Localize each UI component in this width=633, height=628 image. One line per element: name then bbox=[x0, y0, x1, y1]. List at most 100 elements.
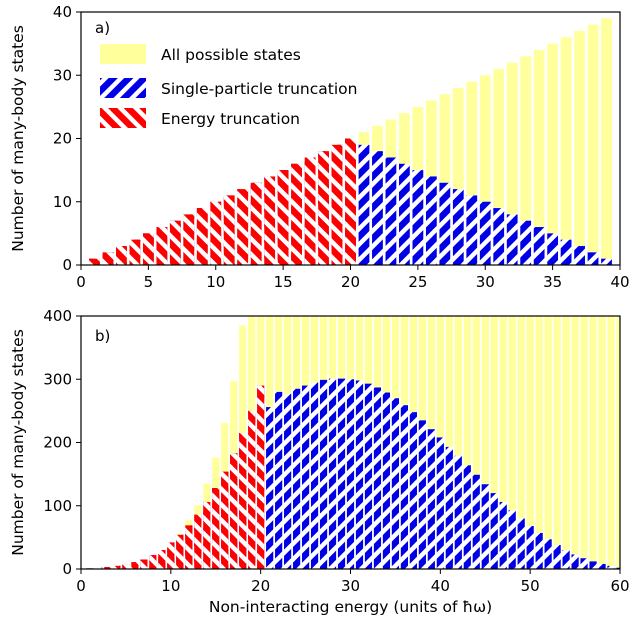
bar-single-particle-b bbox=[266, 407, 274, 569]
bar-single-particle-b bbox=[454, 455, 462, 569]
bar-single-particle-a bbox=[372, 151, 383, 265]
bar-energy-b bbox=[176, 534, 184, 569]
y-tick-label-a: 40 bbox=[53, 3, 72, 21]
bar-single-particle-b bbox=[355, 380, 364, 569]
bar-single-particle-a bbox=[587, 252, 599, 265]
y-tick-label-b: 300 bbox=[43, 370, 72, 388]
bar-all-states-b bbox=[544, 316, 552, 569]
bar-single-particle-a bbox=[452, 189, 464, 265]
bar-single-particle-b bbox=[418, 420, 426, 569]
bar-single-particle-b bbox=[499, 501, 507, 569]
bar-single-particle-b bbox=[571, 554, 579, 569]
x-axis-label: Non-interacting energy (units of ħω) bbox=[209, 598, 492, 616]
bar-energy-b bbox=[230, 453, 238, 569]
bar-all-states-b bbox=[562, 316, 570, 569]
x-tick-label-a: 35 bbox=[543, 273, 562, 291]
bar-single-particle-b bbox=[310, 382, 319, 569]
bar-energy-b bbox=[140, 559, 148, 569]
bar-energy-a bbox=[304, 157, 316, 265]
bar-all-states-b bbox=[472, 316, 480, 569]
bar-single-particle-b bbox=[364, 383, 373, 569]
bar-all-states-b bbox=[508, 316, 516, 569]
bar-all-states-b bbox=[490, 316, 498, 569]
y-tick-label-b: 0 bbox=[62, 560, 72, 578]
panel-a: 0 5 10 15 20 25 30 35 40 0 10 20 30 40 a) Number of m… bbox=[9, 3, 630, 291]
bar-single-particle-b bbox=[319, 379, 328, 569]
x-tick-label-a: 5 bbox=[144, 273, 154, 291]
bar-single-particle-b bbox=[301, 385, 310, 569]
bar-all-states-b bbox=[598, 316, 606, 569]
x-tick-label-b: 30 bbox=[341, 577, 360, 595]
bar-energy-a bbox=[196, 208, 208, 265]
bar-energy-a bbox=[277, 170, 289, 265]
x-tick-label-a: 15 bbox=[274, 273, 293, 291]
legend: All possible states Single-particle trun… bbox=[100, 44, 357, 128]
bars-b bbox=[86, 316, 620, 569]
x-tick-label-b: 10 bbox=[161, 577, 180, 595]
bar-energy-b bbox=[149, 555, 157, 569]
bar-single-particle-a bbox=[506, 214, 518, 265]
panel-label-b: b) bbox=[95, 327, 110, 345]
bar-single-particle-b bbox=[472, 474, 480, 569]
bar-energy-b bbox=[113, 565, 121, 569]
bar-single-particle-b bbox=[275, 391, 283, 569]
bar-all-states-b bbox=[526, 316, 534, 569]
bar-single-particle-b bbox=[580, 558, 588, 569]
bar-single-particle-b bbox=[589, 561, 597, 569]
x-tick-label-a: 20 bbox=[341, 273, 360, 291]
bar-energy-b bbox=[122, 564, 130, 569]
bar-single-particle-b bbox=[427, 429, 435, 569]
bar-energy-a bbox=[264, 176, 276, 265]
x-tick-label-b: 50 bbox=[521, 577, 540, 595]
ticks-b: 0 10 20 30 40 50 60 0 100 200 300 400 bbox=[43, 307, 629, 595]
bar-single-particle-b bbox=[598, 563, 606, 569]
bar-energy-b bbox=[239, 433, 247, 569]
bar-single-particle-b bbox=[535, 532, 543, 569]
bar-single-particle-a bbox=[547, 233, 559, 265]
y-tick-label-b: 100 bbox=[43, 497, 72, 515]
bar-all-states-a bbox=[493, 68, 505, 265]
bar-single-particle-a bbox=[358, 144, 370, 265]
bar-energy-b bbox=[212, 488, 220, 569]
bar-all-states-a bbox=[601, 18, 612, 265]
bar-single-particle-a bbox=[425, 176, 437, 265]
bar-all-states-a bbox=[479, 75, 491, 265]
bar-single-particle-b bbox=[328, 378, 337, 569]
bar-energy-a bbox=[291, 163, 302, 265]
legend-swatch-all-states bbox=[100, 44, 146, 64]
bar-all-states-b bbox=[445, 316, 453, 569]
bar-energy-b bbox=[194, 514, 202, 569]
bar-energy-b bbox=[131, 562, 139, 569]
bar-single-particle-a bbox=[399, 163, 410, 265]
bar-all-states-b bbox=[481, 316, 489, 569]
y-tick-label-a: 30 bbox=[53, 66, 72, 84]
bar-single-particle-b bbox=[391, 398, 400, 569]
x-tick-label-a: 10 bbox=[206, 273, 225, 291]
bar-all-states-a bbox=[547, 43, 559, 265]
bar-single-particle-b bbox=[436, 437, 444, 569]
y-tick-label-b: 400 bbox=[43, 307, 72, 325]
x-tick-label-b: 60 bbox=[610, 577, 629, 595]
bar-single-particle-b bbox=[463, 465, 471, 569]
bar-single-particle-b bbox=[337, 378, 346, 569]
legend-label-energy: Energy truncation bbox=[161, 110, 300, 128]
bar-energy-a bbox=[345, 138, 356, 265]
bar-all-states-a bbox=[466, 81, 478, 265]
y-tick-label-b: 200 bbox=[43, 434, 72, 452]
bar-single-particle-b bbox=[607, 565, 615, 569]
x-tick-label-b: 0 bbox=[76, 577, 86, 595]
bar-single-particle-a bbox=[601, 258, 612, 265]
panel-b: 0 10 20 30 40 50 60 0 100 200 300 400 b) Number of … bbox=[9, 307, 630, 595]
bar-all-states-b bbox=[499, 316, 507, 569]
bar-all-states-a bbox=[587, 24, 599, 265]
bar-single-particle-b bbox=[445, 446, 453, 569]
x-tick-label-b: 40 bbox=[431, 577, 450, 595]
bar-single-particle-b bbox=[373, 387, 382, 569]
bar-single-particle-b bbox=[562, 550, 570, 569]
bar-all-states-b bbox=[517, 316, 525, 569]
bar-all-states-a bbox=[439, 94, 451, 265]
legend-swatch-single-particle bbox=[100, 78, 146, 98]
bar-energy-a bbox=[169, 220, 181, 265]
bar-energy-a bbox=[183, 214, 195, 265]
legend-swatch-energy bbox=[100, 108, 146, 128]
